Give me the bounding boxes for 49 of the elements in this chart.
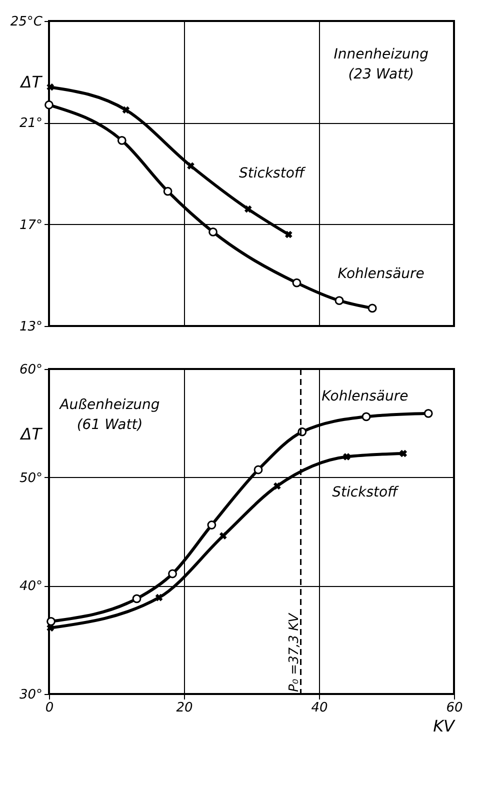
point bbox=[219, 532, 227, 540]
series-label: Stickstoff bbox=[238, 166, 306, 182]
y-tick-label: 13° bbox=[19, 320, 42, 334]
annotation: Außenheizung bbox=[58, 396, 160, 413]
point bbox=[400, 450, 408, 458]
y-tick-label: 21° bbox=[19, 116, 42, 132]
point bbox=[187, 162, 194, 170]
x-axis-title: KV bbox=[433, 716, 456, 736]
point bbox=[334, 296, 344, 306]
point bbox=[343, 453, 350, 460]
point bbox=[284, 230, 292, 238]
series-label: Kohlensäure bbox=[338, 266, 424, 282]
point bbox=[46, 616, 56, 626]
annotation: (61 Watt) bbox=[76, 416, 143, 433]
point bbox=[44, 100, 54, 110]
point bbox=[368, 304, 377, 313]
point bbox=[163, 186, 172, 196]
x-tick-label: 0 bbox=[45, 700, 54, 716]
y-tick-label: 30° bbox=[19, 688, 42, 702]
point bbox=[155, 594, 163, 602]
ref-line-label: P₀ =37,3 KV bbox=[286, 612, 302, 692]
point bbox=[244, 205, 252, 213]
y-tick-label: 50° bbox=[19, 470, 42, 486]
y-axis-title: ΔT bbox=[18, 72, 43, 92]
series-label: Stickstoff bbox=[332, 484, 400, 500]
x-tick-label: 40 bbox=[311, 700, 328, 716]
point bbox=[424, 408, 433, 418]
point bbox=[292, 278, 302, 288]
point bbox=[362, 412, 371, 422]
y-tick-label: 17° bbox=[19, 218, 42, 233]
y-tick-label: 25°C bbox=[10, 14, 44, 30]
point bbox=[208, 228, 218, 236]
point bbox=[132, 594, 142, 604]
point bbox=[46, 624, 54, 632]
point bbox=[122, 106, 130, 114]
series-label: Kohlensäure bbox=[322, 388, 408, 405]
y-axis-title: ΔT bbox=[18, 424, 43, 444]
y-tick-label: 60° bbox=[19, 362, 42, 378]
annotation: Innenheizung bbox=[334, 46, 429, 63]
point bbox=[207, 520, 216, 530]
annotation: (23 Watt) bbox=[348, 66, 414, 83]
x-tick-label: 20 bbox=[176, 700, 193, 716]
point bbox=[168, 569, 177, 578]
point bbox=[46, 83, 54, 91]
point bbox=[273, 482, 281, 490]
point bbox=[254, 465, 263, 474]
point bbox=[117, 136, 126, 145]
x-tick-label: 60 bbox=[446, 700, 463, 716]
y-tick-label: 40° bbox=[19, 579, 42, 594]
